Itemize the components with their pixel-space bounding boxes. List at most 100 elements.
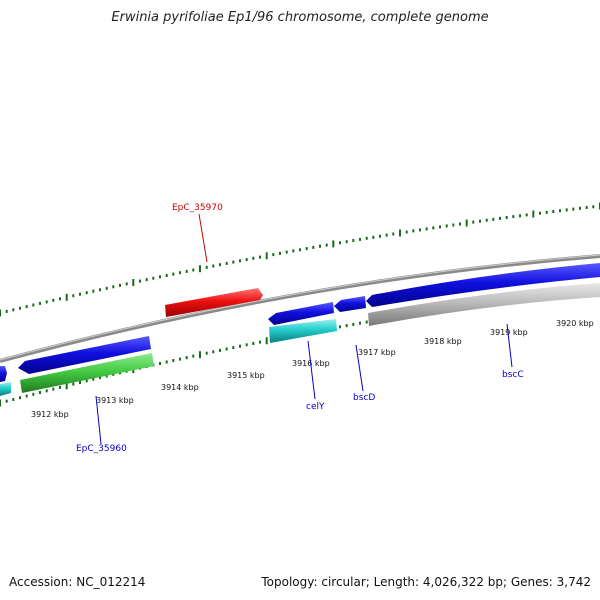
inner-ring-minor-tick (99, 376, 101, 380)
outer-ring-minor-tick (525, 213, 528, 217)
outer-ring-minor-tick (472, 220, 475, 224)
gene-label-epc35970[interactable]: EpC_35970 (172, 203, 223, 213)
outer-ring-minor-tick (125, 282, 128, 286)
inner-ring-minor-tick (179, 357, 181, 361)
outer-ring-minor-tick (299, 248, 301, 252)
gene-blue-near-cely[interactable] (268, 302, 334, 325)
outer-ring-minor-tick (159, 275, 161, 279)
gene-epc35970[interactable] (165, 288, 263, 317)
outer-ring-minor-tick (32, 303, 35, 307)
outer-ring-minor-tick (279, 251, 281, 255)
outer-ring-minor-tick (492, 217, 495, 221)
inner-ring-major-tick (199, 351, 201, 359)
inner-ring-minor-tick (52, 387, 55, 391)
inner-ring-minor-tick (252, 342, 255, 345)
tick-label-3917: 3917 kbp (358, 348, 396, 357)
outer-ring-minor-tick (419, 228, 421, 232)
inner-ring-minor-tick (225, 347, 228, 351)
inner-ring-minor-tick (205, 351, 208, 355)
outer-ring-minor-tick (439, 225, 441, 229)
gene-label-bscd[interactable]: bscD (353, 393, 375, 403)
outer-ring-minor-tick (52, 298, 55, 302)
outer-ring-minor-tick (239, 259, 241, 263)
inner-ring-minor-tick (45, 389, 48, 393)
inner-ring-minor-tick (212, 350, 215, 354)
outer-ring-minor-tick (179, 271, 181, 275)
outer-ring-minor-tick (359, 237, 361, 241)
inner-ring-major-tick (265, 337, 268, 345)
inner-ring-minor-tick (192, 354, 195, 358)
tick-label-3919: 3919 kbp (490, 328, 528, 337)
outer-ring-major-tick (465, 219, 468, 227)
inner-ring-minor-tick (345, 324, 348, 328)
outer-ring-minor-tick (165, 274, 168, 277)
callout-line-epc35960 (95, 395, 102, 445)
outer-ring-minor-tick (105, 286, 108, 290)
tick-label-3918: 3918 kbp (424, 337, 462, 346)
outer-ring-minor-tick (312, 245, 315, 249)
outer-ring-minor-tick (352, 239, 355, 242)
gene-label-cely[interactable]: celY (306, 402, 325, 412)
inner-ring-minor-tick (59, 385, 61, 389)
outer-ring-minor-tick (412, 229, 415, 233)
outer-ring-major-tick (532, 210, 535, 218)
genome-backbone (0, 254, 600, 363)
outer-ring-minor-tick (445, 224, 448, 228)
outer-ring-minor-tick (25, 305, 28, 309)
gene-label-epc35960[interactable]: EpC_35960 (76, 444, 127, 454)
inner-ring-minor-tick (25, 394, 28, 398)
outer-ring-minor-tick (19, 306, 21, 310)
outer-ring-minor-tick (592, 205, 595, 209)
outer-ring-minor-tick (365, 236, 368, 240)
gene-cyan-left-edge[interactable] (0, 382, 11, 396)
outer-ring-minor-tick (459, 222, 461, 226)
outer-ring-minor-tick (512, 215, 515, 219)
gene-label-bscc[interactable]: bscC (502, 370, 524, 380)
outer-ring-minor-tick (212, 264, 215, 268)
inner-ring-minor-tick (5, 399, 8, 403)
callout-line-cely (307, 340, 316, 400)
outer-ring-minor-tick (559, 209, 561, 213)
gene-bscc[interactable] (368, 283, 600, 326)
outer-ring-minor-tick (285, 250, 288, 254)
inner-ring-minor-tick (259, 340, 261, 344)
gene-cely[interactable] (269, 319, 337, 343)
outer-ring-minor-tick (219, 263, 221, 267)
outer-ring-minor-tick (545, 210, 548, 214)
inner-ring-minor-tick (365, 320, 368, 324)
outer-ring-minor-tick (572, 207, 575, 211)
inner-ring-minor-tick (159, 362, 161, 365)
outer-ring-minor-tick (85, 291, 88, 295)
gene-bscc-upper[interactable] (366, 263, 600, 307)
gene-epc35960[interactable] (20, 353, 154, 393)
inner-ring-major-tick (65, 382, 68, 390)
outer-ring-minor-tick (72, 294, 75, 298)
outer-ring-minor-tick (519, 214, 521, 218)
inner-ring-minor-tick (165, 360, 168, 364)
outer-ring-minor-tick (372, 235, 375, 239)
genome-backbone-highlight (0, 254, 600, 361)
outer-ring-major-tick (332, 240, 335, 248)
outer-ring-minor-tick (552, 210, 555, 213)
map-title: Erwinia pyrifoliae Ep1/96 chromosome, co… (111, 10, 489, 25)
outer-ring-minor-tick (119, 283, 121, 287)
outer-ring-minor-tick (79, 292, 81, 296)
inner-ring-minor-tick (79, 381, 81, 384)
outer-ring-minor-tick (205, 265, 208, 269)
gene-blue-epc35960-region[interactable] (18, 336, 151, 374)
gene-blue-left-edge[interactable] (0, 366, 7, 382)
gene-bscd[interactable] (334, 296, 366, 312)
inner-ring-minor-tick (339, 325, 341, 329)
outer-ring-minor-tick (379, 234, 381, 238)
outer-ring-minor-tick (185, 269, 188, 273)
outer-ring-minor-tick (305, 247, 308, 251)
outer-ring-major-tick (0, 309, 1, 317)
outer-ring-minor-tick (325, 243, 328, 247)
inner-ring-minor-tick (39, 391, 41, 394)
inner-ring-minor-tick (92, 377, 95, 381)
outer-ring-minor-tick (245, 258, 248, 262)
outer-ring-minor-tick (172, 272, 175, 276)
inner-ring-minor-tick (12, 398, 15, 401)
outer-ring-minor-tick (292, 249, 295, 253)
outer-ring-minor-tick (425, 227, 428, 231)
